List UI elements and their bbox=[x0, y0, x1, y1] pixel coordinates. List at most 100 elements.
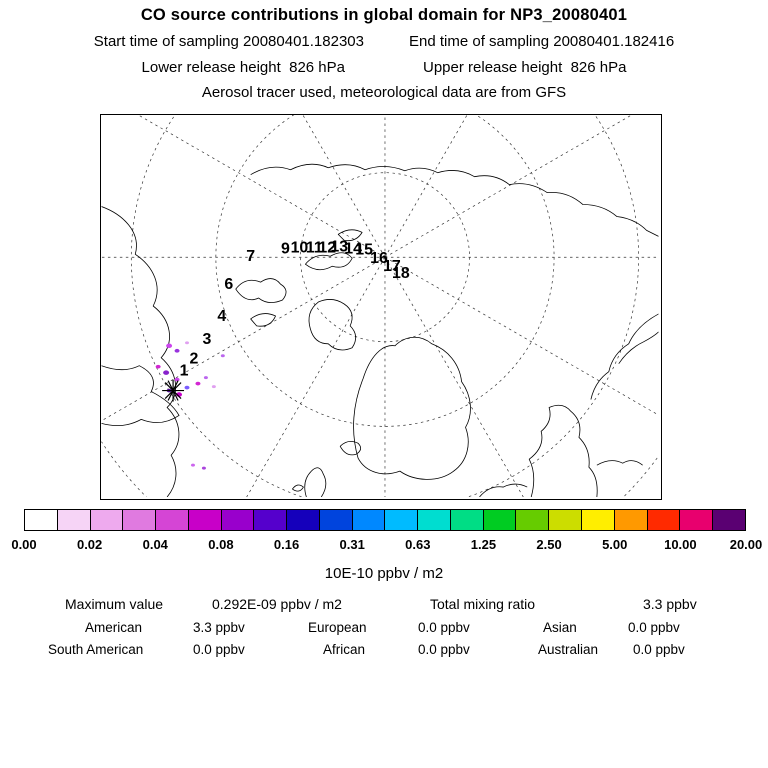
trajectory-marker-label: 6 bbox=[224, 276, 233, 293]
graticule bbox=[101, 115, 659, 497]
concentration-specks bbox=[155, 341, 225, 470]
max-value-text: 0.292E-09 ppbv / m2 bbox=[212, 596, 342, 612]
upper-release-text: Upper release height 826 hPa bbox=[423, 59, 627, 76]
region-value: 3.3 ppbv bbox=[193, 620, 245, 635]
trajectory-marker-label: 16 bbox=[370, 250, 388, 267]
trajectory-marker-label: 18 bbox=[392, 265, 410, 282]
trajectory-marker-label: 14 bbox=[344, 240, 362, 257]
tracer-note-text: Aerosol tracer used, meteorological data… bbox=[201, 84, 567, 101]
region-value: 0.0 ppbv bbox=[193, 642, 245, 657]
concentration-speck bbox=[155, 364, 161, 369]
trajectory-marker-label: 15 bbox=[355, 241, 373, 258]
colorbar-tick-label: 10.00 bbox=[664, 537, 697, 552]
release-heights-line: Lower release height 826 hPa Upper relea… bbox=[0, 59, 768, 76]
colorbar-segment bbox=[351, 510, 385, 530]
colorbar-tick-label: 0.31 bbox=[339, 537, 365, 552]
colorbar-tick-label: 2.50 bbox=[536, 537, 562, 552]
trajectory-marker-label: 11 bbox=[306, 239, 323, 256]
region-label: African bbox=[323, 642, 366, 657]
colorbar-segment bbox=[679, 510, 713, 530]
colorbar-tick-label: 1.25 bbox=[470, 537, 497, 552]
start-time-text: Start time of sampling 20080401.182303 bbox=[93, 33, 364, 50]
colorbar-segment bbox=[155, 510, 188, 530]
trajectory-marker-label: 3 bbox=[202, 331, 211, 348]
region-label: American bbox=[85, 620, 143, 635]
colorbar-tick-label: 0.16 bbox=[273, 537, 300, 552]
region-value: 0.0 ppbv bbox=[418, 642, 470, 657]
region-value: 0.0 ppbv bbox=[628, 620, 680, 635]
colorbar-segment bbox=[187, 510, 221, 530]
colorbar-segment bbox=[89, 510, 123, 530]
region-value: 0.0 ppbv bbox=[633, 642, 685, 657]
region-label: Australian bbox=[538, 642, 599, 657]
concentration-speck bbox=[195, 381, 201, 386]
colorbar-tick-label: 0.00 bbox=[11, 537, 37, 552]
colorbar-tick-label: 0.08 bbox=[208, 537, 234, 552]
colorbar-segment bbox=[318, 510, 352, 530]
stats-row-2: American 3.3 ppbv European 0.0 ppbv Asia… bbox=[0, 620, 768, 638]
trajectory-marker-label: 9 bbox=[281, 240, 290, 257]
concentration-speck bbox=[163, 370, 170, 375]
trajectory-marker-label: 2 bbox=[190, 351, 199, 368]
tracer-note-line: Aerosol tracer used, meteorological data… bbox=[0, 84, 768, 101]
colorbar-segment bbox=[253, 510, 287, 530]
stats-row-3: South American 0.0 ppbv African 0.0 ppbv… bbox=[0, 642, 768, 660]
region-label: European bbox=[308, 620, 367, 635]
trajectory-marker-label: 10 bbox=[291, 239, 309, 256]
concentration-speck bbox=[220, 354, 225, 358]
end-time-text: End time of sampling 20080401.182416 bbox=[408, 33, 675, 50]
stats-row-1: Maximum value 0.292E-09 ppbv / m2 Total … bbox=[0, 596, 768, 614]
region-label: Asian bbox=[543, 620, 577, 635]
colorbar-segment bbox=[581, 510, 614, 530]
trajectory-marker-label: 17 bbox=[383, 258, 401, 275]
total-ratio-value: 3.3 ppbv bbox=[643, 596, 697, 612]
concentration-speck bbox=[174, 348, 180, 353]
colorbar-tick-label: 5.00 bbox=[602, 537, 628, 552]
colorbar-units-label: 10E-10 ppbv / m2 bbox=[324, 565, 444, 582]
colorbar-tick-label: 20.00 bbox=[729, 537, 763, 552]
lower-release-text: Lower release height 826 hPa bbox=[141, 59, 345, 76]
sampling-times-line: Start time of sampling 20080401.182303 E… bbox=[0, 33, 768, 50]
colorbar-segment bbox=[712, 510, 745, 530]
concentration-speck bbox=[185, 341, 189, 345]
colorbar-segment bbox=[25, 510, 57, 530]
total-ratio-label: Total mixing ratio bbox=[430, 596, 536, 612]
trajectory-marker-label: 12 bbox=[318, 239, 336, 256]
concentration-speck bbox=[203, 376, 208, 380]
concentration-speck bbox=[190, 463, 195, 467]
concentration-speck bbox=[174, 377, 180, 382]
colorbar-segment bbox=[449, 510, 483, 530]
colorbar-segment bbox=[56, 510, 90, 530]
max-value-label: Maximum value bbox=[65, 596, 164, 612]
figure-title: CO source contributions in global domain… bbox=[140, 6, 628, 24]
colorbar-tick-label: 0.02 bbox=[76, 537, 103, 552]
colorbar-segment bbox=[515, 510, 549, 530]
concentration-speck bbox=[166, 343, 173, 349]
region-value: 0.0 ppbv bbox=[418, 620, 470, 635]
trajectory-marker-label: 4 bbox=[217, 308, 226, 325]
colorbar-tick-label: 0.04 bbox=[142, 537, 168, 552]
region-label: South American bbox=[48, 642, 144, 657]
colorbar-tick-label: 0.63 bbox=[405, 537, 431, 552]
colorbar-segment bbox=[548, 510, 582, 530]
concentration-speck bbox=[211, 385, 216, 389]
coastlines bbox=[101, 163, 659, 497]
colorbar-segment bbox=[220, 510, 254, 530]
trajectory-marker-label: 13 bbox=[330, 238, 348, 255]
colorbar-segment bbox=[384, 510, 418, 530]
colorbar bbox=[24, 509, 746, 531]
colorbar-ticks: 0.00 0.02 0.04 0.08 0.16 0.31 0.63 1.25 2.50 5.00… bbox=[11, 537, 762, 553]
colorbar-segment bbox=[613, 510, 647, 530]
trajectory-marker-label: 1 bbox=[180, 363, 189, 380]
colorbar-segment bbox=[482, 510, 516, 530]
concentration-speck bbox=[184, 385, 190, 390]
colorbar-segment bbox=[286, 510, 319, 530]
trajectory-marker-label: 7 bbox=[246, 248, 255, 265]
concentration-speck bbox=[201, 466, 206, 470]
map-panel: 1 2 3 4 6 7 9 10 11 12 13 14 15 16 17 18 bbox=[100, 114, 662, 500]
colorbar-segment bbox=[417, 510, 450, 530]
release-star-icon bbox=[162, 379, 185, 402]
